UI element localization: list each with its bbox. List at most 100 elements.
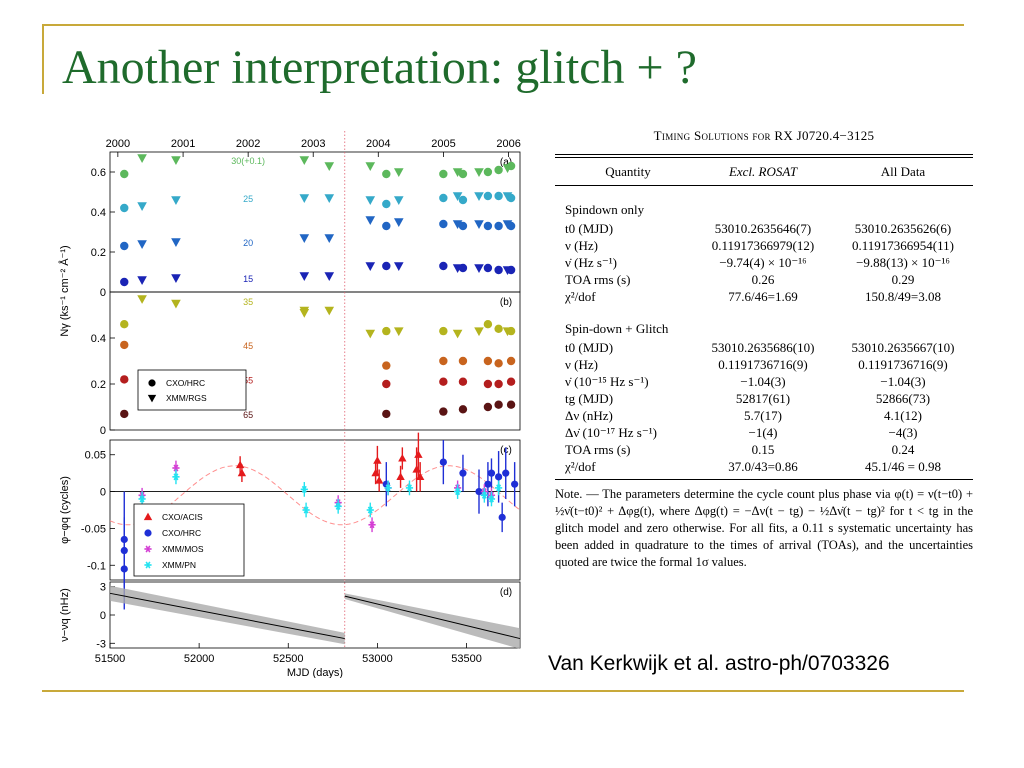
- data-point: [171, 196, 181, 205]
- data-point: [393, 262, 404, 271]
- data-point: [483, 356, 493, 366]
- table-cell: 150.8/49=3.08: [865, 289, 941, 304]
- data-point: [171, 299, 181, 309]
- data-point: [120, 203, 129, 213]
- data-point: [137, 276, 147, 285]
- data-point: [120, 565, 128, 573]
- data-point: [506, 265, 516, 275]
- data-point: [120, 320, 129, 329]
- data-point: [481, 491, 487, 499]
- data-point: [458, 356, 468, 366]
- table-cell: ν̇ (10⁻¹⁵ Hz s⁻¹): [565, 374, 649, 389]
- data-point: [498, 513, 506, 521]
- year-tick-label: 2006: [496, 138, 520, 150]
- data-point: [439, 377, 448, 386]
- table-cell: −1.04(3): [880, 374, 926, 389]
- data-point: [502, 469, 510, 477]
- data-point: [506, 400, 516, 409]
- band-label: 25: [243, 194, 253, 204]
- data-point: [483, 379, 493, 389]
- band-label: 15: [243, 274, 253, 284]
- y-tick-label: -0.05: [81, 523, 106, 535]
- data-point: [494, 265, 503, 275]
- y-axis-label-phase: φ−φq (cycles): [59, 476, 71, 544]
- data-point: [382, 199, 391, 209]
- panel-label: (b): [500, 297, 512, 308]
- data-point: [393, 218, 404, 227]
- data-point: [137, 154, 147, 163]
- data-point: [365, 196, 376, 205]
- data-point: [120, 535, 128, 544]
- table-cell: tg (MJD): [565, 391, 614, 406]
- data-point: [393, 327, 404, 337]
- table-header-all-data: All Data: [880, 164, 926, 179]
- x-tick-label: 52500: [273, 653, 304, 665]
- x-tick-label: 53500: [451, 653, 482, 665]
- table-cell: 45.1/46 = 0.98: [865, 459, 941, 474]
- data-point: [365, 162, 376, 171]
- table-cell: t0 (MJD): [565, 221, 614, 236]
- data-point: [335, 502, 341, 510]
- x-axis-label: MJD (days): [287, 667, 343, 678]
- legend-label: XMM/PN: [162, 560, 196, 570]
- slide-title: Another interpretation: glitch + ?: [62, 41, 697, 94]
- table-header-quantity: Quantity: [605, 164, 651, 179]
- table-row: t0 (MJD) 53010.2635686(10) 53010.2635667(1…: [555, 339, 973, 356]
- data-point: [299, 156, 310, 165]
- table-cell: −4(3): [888, 425, 918, 440]
- data-point: [365, 262, 376, 271]
- table-cell: 53010.2635646(7): [714, 221, 812, 236]
- table-cell: 0.1191736716(9): [718, 357, 808, 372]
- data-point: [458, 377, 468, 386]
- data-point: [382, 261, 391, 271]
- year-tick-label: 2001: [171, 138, 195, 150]
- model-line: [344, 595, 521, 640]
- table-row: ν (Hz) 0.1191736716(9) 0.1191736716(9): [555, 356, 973, 373]
- data-point: [494, 379, 503, 389]
- data-point: [237, 468, 247, 477]
- year-tick-label: 2004: [366, 138, 390, 150]
- data-point: [439, 219, 448, 229]
- y-tick-label: 0: [100, 487, 106, 499]
- table-cell: ν (Hz): [565, 357, 598, 372]
- legend-label: CXO/HRC: [166, 378, 205, 388]
- y-tick-label: 0: [100, 287, 106, 299]
- table-row: tg (MJD) 52817(61) 52866(73): [555, 390, 973, 407]
- data-point: [382, 221, 391, 231]
- data-point: [475, 487, 483, 496]
- table-row: Δν (nHz) 5.7(17) 4.1(12): [555, 407, 973, 424]
- data-point: [120, 241, 129, 251]
- y-tick-label: 0.2: [91, 247, 106, 259]
- table-row: Δν̇ (10⁻¹⁷ Hz s⁻¹) −1(4) −4(3): [555, 424, 973, 441]
- table-row: TOA rms (s) 0.26 0.29: [555, 271, 973, 288]
- data-point: [474, 192, 484, 201]
- data-point: [374, 476, 384, 484]
- data-point: [458, 169, 468, 179]
- data-point: [494, 359, 503, 368]
- data-point: [439, 169, 448, 179]
- data-point: [506, 356, 516, 366]
- data-point: [299, 309, 310, 318]
- legend-label: XMM/RGS: [166, 393, 207, 403]
- table-row: TOA rms (s) 0.15 0.24: [555, 441, 973, 458]
- data-point: [506, 161, 516, 171]
- table-cell: Δν̇ (10⁻¹⁷ Hz s⁻¹): [565, 425, 657, 440]
- table-row: t0 (MJD) 53010.2635646(7) 53010.2635626(6): [555, 220, 973, 237]
- data-point: [506, 377, 516, 386]
- data-point: [455, 488, 461, 496]
- data-point: [458, 195, 468, 205]
- data-point: [120, 340, 129, 350]
- legend-label: CXO/HRC: [162, 528, 201, 538]
- table-caption: Timing Solutions for RX J0720.4−3125: [555, 128, 973, 144]
- slide-frame-left: [42, 24, 44, 94]
- uncertainty-band: [110, 585, 345, 645]
- band-label: 30(+0.1): [231, 156, 265, 166]
- table-body: Spindown only t0 (MJD) 53010.2635646(7) 530…: [555, 186, 973, 475]
- data-point: [487, 469, 496, 477]
- data-point: [452, 168, 463, 177]
- table-cell: 52866(73): [875, 391, 931, 406]
- table-caption-prefix: Timing Solutions for: [653, 128, 771, 143]
- band-label: 55: [243, 375, 253, 385]
- table-cell: 52817(61): [735, 391, 791, 406]
- data-point: [483, 320, 493, 329]
